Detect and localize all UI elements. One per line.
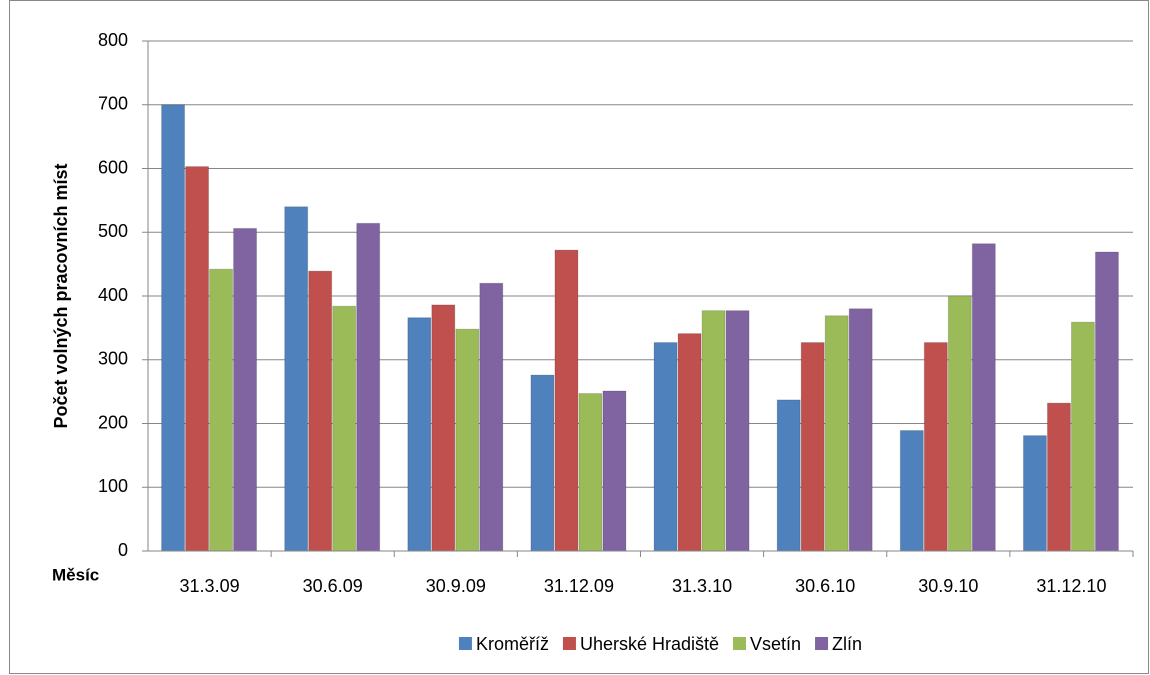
x-tick-label: 31.3.09 (180, 576, 240, 596)
bar (530, 374, 555, 552)
bar (725, 310, 750, 552)
y-tick-label: 0 (118, 540, 128, 560)
bar (947, 295, 972, 552)
bar (233, 227, 258, 552)
legend-label: Kroměříž (476, 634, 549, 654)
y-tick-label: 200 (98, 412, 128, 432)
legend-label: Zlín (832, 634, 862, 654)
x-axis-title: Měsíc (52, 565, 99, 584)
y-tick-label: 400 (98, 285, 128, 305)
bar (923, 342, 948, 552)
bar (284, 206, 309, 552)
bar (332, 305, 357, 552)
bar (308, 270, 333, 552)
bar (209, 268, 234, 552)
x-tick-label: 31.3.10 (672, 576, 732, 596)
legend-label: Uherské Hradiště (580, 634, 719, 654)
bar (653, 342, 678, 552)
legend-swatch (458, 637, 472, 650)
bar (971, 243, 996, 552)
x-tick-label: 30.6.10 (795, 576, 855, 596)
bar (776, 399, 801, 552)
bar (848, 308, 873, 552)
y-tick-label: 300 (98, 349, 128, 369)
bar (356, 222, 381, 552)
bar (185, 166, 210, 552)
bar (701, 310, 726, 552)
x-tick-label: 31.12.09 (544, 576, 614, 596)
bar (431, 304, 456, 552)
bar (1094, 251, 1119, 552)
bar (161, 104, 186, 552)
x-tick-label: 30.6.09 (303, 576, 363, 596)
x-tick-label: 30.9.10 (918, 576, 978, 596)
bar (479, 282, 504, 552)
y-tick-label: 100 (98, 476, 128, 496)
bar (407, 317, 432, 552)
bar (800, 342, 825, 552)
y-tick-label: 500 (98, 221, 128, 241)
y-tick-label: 800 (98, 30, 128, 50)
legend-swatch (733, 637, 747, 650)
x-tick-label: 31.12.10 (1036, 576, 1106, 596)
bar (824, 315, 849, 552)
bar (677, 333, 702, 552)
legend-swatch (562, 637, 576, 650)
legend-label: Vsetín (750, 634, 801, 654)
bar (554, 249, 579, 552)
legend-swatch (815, 637, 829, 650)
bar (1070, 321, 1095, 552)
y-tick-label: 700 (98, 94, 128, 114)
y-axis-title: Počet volných pracovních míst (51, 163, 71, 428)
bar (1046, 402, 1071, 552)
y-tick-label: 600 (98, 157, 128, 177)
bar (1022, 435, 1047, 552)
bar (899, 430, 924, 552)
x-tick-label: 30.9.09 (426, 576, 486, 596)
bar (578, 393, 603, 552)
bar (602, 390, 627, 552)
bar (455, 328, 480, 552)
